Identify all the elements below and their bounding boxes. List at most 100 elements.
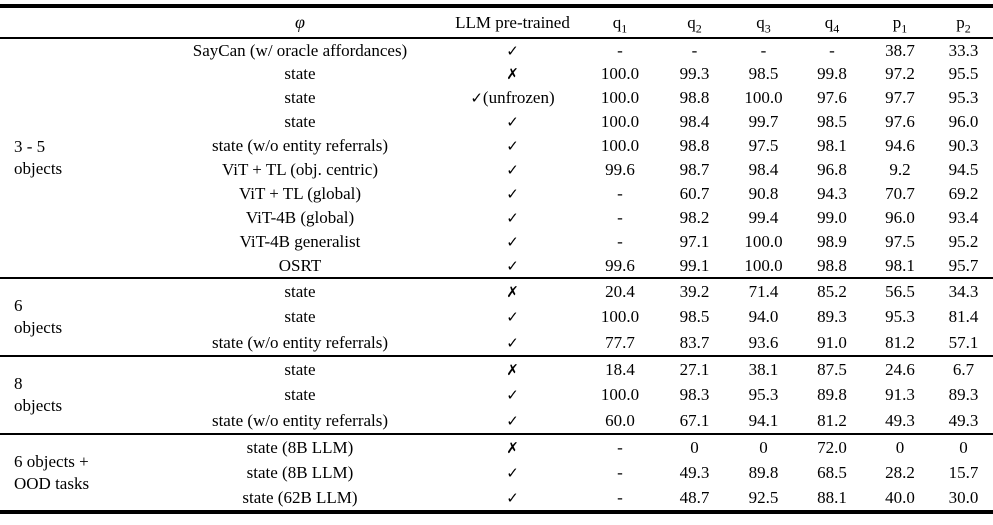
method-cell: OSRT (278, 255, 322, 275)
method-cell: state (284, 307, 316, 326)
metric-cell: 93.4 (948, 208, 979, 227)
method-cell: state (284, 64, 316, 83)
metric-cell: 100.0 (600, 307, 640, 326)
metric-cell: 100.0 (600, 112, 640, 131)
metric-cell: 30.0 (948, 488, 979, 507)
metric-cell: 95.7 (948, 255, 979, 275)
metric-cell: 89.3 (948, 385, 979, 404)
metric-cell: 60.7 (679, 184, 710, 203)
check-icon: ✓ (506, 161, 519, 179)
llm-cell: ✓ (445, 460, 580, 486)
metric-cell: 94.3 (817, 184, 847, 203)
check-icon: ✓ (506, 386, 519, 404)
llm-cell: ✓(unfrozen) (470, 88, 555, 107)
table-row: state (8B LLM) ✓ - 49.3 89.8 68.5 28.2 1… (0, 460, 993, 486)
table-row: ViT + TL (global) ✓ - 60.7 90.8 94.3 70.… (0, 182, 993, 206)
cross-icon: ✗ (506, 438, 519, 457)
metric-cell: 0 (690, 437, 699, 457)
metric-cell: 90.3 (948, 136, 979, 155)
check-icon: ✓ (506, 464, 519, 482)
check-icon: ✓ (506, 185, 519, 203)
metric-cell: - (760, 40, 767, 60)
method-cell: state (284, 385, 316, 404)
metric-cell: 38.7 (885, 40, 915, 60)
method-cell: state (w/o entity referrals) (211, 332, 389, 352)
table-row: state ✓(unfrozen) 100.0 98.8 100.0 97.6 … (0, 86, 993, 110)
metric-cell: 0 (959, 437, 968, 457)
method-cell: state (62B LLM) (242, 488, 358, 507)
method-cell: state (284, 281, 316, 301)
metric-cell: 95.2 (948, 232, 979, 251)
metric-cell: 91.0 (817, 332, 847, 352)
metric-cell: 98.8 (817, 255, 847, 275)
metric-cell: 68.5 (817, 463, 847, 482)
col-header-group (0, 6, 155, 38)
metric-cell: 81.4 (948, 307, 979, 326)
metric-cell: 98.8 (679, 88, 710, 107)
metric-cell: 100.0 (600, 136, 640, 155)
metric-cell: 34.3 (948, 281, 979, 301)
llm-cell: ✓ (445, 158, 580, 182)
metric-cell: 98.1 (885, 255, 915, 275)
check-icon: ✓ (506, 411, 519, 430)
metric-cell: 94.6 (885, 136, 915, 155)
metric-cell: - (617, 437, 623, 457)
metric-cell: 70.7 (885, 184, 915, 203)
check-icon: ✓ (506, 489, 519, 507)
metric-cell: 87.5 (817, 359, 847, 379)
method-cell: state (w/o entity referrals) (211, 410, 389, 430)
metric-cell: 97.2 (885, 64, 915, 83)
col-header-q1: q1 (612, 12, 628, 35)
metric-cell: 94.0 (748, 307, 779, 326)
metric-cell: 38.1 (748, 359, 779, 379)
cross-icon: ✗ (506, 65, 519, 83)
metric-cell: 97.5 (748, 136, 779, 155)
llm-cell: ✓ (445, 254, 580, 278)
llm-cell: ✓ (445, 110, 580, 134)
metric-cell: 98.5 (748, 64, 779, 83)
metric-cell: 49.3 (679, 463, 710, 482)
llm-cell: ✓ (445, 206, 580, 230)
col-header-llm-pretrained: LLM pre-trained (455, 12, 570, 32)
check-icon: ✓ (506, 209, 519, 227)
metric-cell: 88.1 (817, 488, 847, 507)
table-row: state (w/o entity referrals) ✓ 100.0 98.… (0, 134, 993, 158)
metric-cell: 96.0 (948, 112, 979, 131)
metric-cell: 100.0 (600, 88, 640, 107)
metric-cell: 99.3 (679, 64, 710, 83)
metric-cell: 20.4 (605, 281, 635, 301)
method-cell: state (w/o entity referrals) (211, 136, 389, 155)
metric-cell: 67.1 (679, 410, 710, 430)
method-cell: ViT + TL (global) (238, 184, 362, 203)
llm-cell: ✗ (445, 356, 580, 382)
table-row: state (w/o entity referrals) ✓ 60.0 67.1… (0, 408, 993, 434)
metric-cell: 72.0 (817, 437, 847, 457)
row-group-label: 3 - 5 objects (14, 137, 63, 178)
metric-cell: 100.0 (600, 64, 640, 83)
row-group-label: 6 objects + OOD tasks (14, 451, 90, 493)
llm-cell: ✓ (445, 134, 580, 158)
metric-cell: 97.6 (885, 112, 915, 131)
metric-cell: 91.3 (885, 385, 915, 404)
metric-cell: 98.4 (748, 160, 779, 179)
metric-cell: 98.1 (817, 136, 847, 155)
metric-cell: 18.4 (605, 359, 635, 379)
metric-cell: 98.7 (679, 160, 710, 179)
metric-cell: 100.0 (744, 255, 783, 275)
metric-cell: - (617, 40, 623, 60)
metric-cell: - (617, 463, 623, 482)
llm-cell: ✓ (445, 382, 580, 408)
llm-cell: ✓ (445, 38, 580, 62)
check-icon: ✓ (506, 308, 519, 326)
group-8-objects: 8 objects state ✗ 18.4 27.1 38.1 87.5 24.… (0, 356, 993, 434)
table-row: state (w/o entity referrals) ✓ 77.7 83.7… (0, 330, 993, 356)
llm-cell: ✗ (445, 278, 580, 304)
metric-cell: 95.3 (748, 385, 779, 404)
metric-cell: 24.6 (885, 359, 915, 379)
col-header-q3: q3 (756, 12, 771, 35)
metric-cell: 49.3 (948, 410, 979, 430)
metric-cell: 99.6 (605, 160, 635, 179)
metric-cell: 99.4 (748, 208, 779, 227)
metric-cell: 69.2 (948, 184, 979, 203)
metric-cell: 94.5 (948, 160, 979, 179)
